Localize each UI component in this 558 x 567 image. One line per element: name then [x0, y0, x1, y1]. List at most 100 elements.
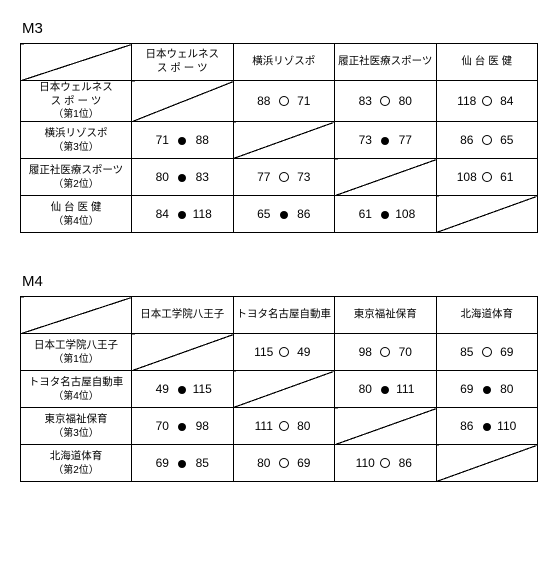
- score-right: 111: [392, 382, 418, 396]
- score-cell: 49 115: [132, 371, 234, 408]
- team-rank: （第1位）: [21, 353, 131, 366]
- row-header: 横浜リゾスポ（第3位）: [21, 122, 132, 159]
- score-left: 85: [454, 345, 480, 359]
- col-header: トヨタ名古屋自動車: [233, 297, 335, 334]
- score-right: 88: [189, 133, 215, 147]
- score-cell: 84118: [132, 196, 234, 233]
- score-left: 83: [352, 94, 378, 108]
- score-cell: 98 70: [335, 334, 437, 371]
- row-header: 仙 台 医 健（第4位）: [21, 196, 132, 233]
- score-right: 115: [189, 382, 215, 396]
- corner-cell: [21, 297, 132, 334]
- team-name: 北海道体育: [21, 450, 131, 464]
- team-rank: （第2位）: [21, 178, 131, 191]
- score-cell: 70 98: [132, 408, 234, 445]
- self-cell: [335, 159, 437, 196]
- team-rank: （第1位）: [21, 108, 131, 121]
- score-left: 73: [352, 133, 378, 147]
- loss-icon: [178, 423, 186, 431]
- score-right: 98: [189, 419, 215, 433]
- score-cell: 115 49: [233, 334, 335, 371]
- team-name: 仙 台 医 健: [21, 201, 131, 215]
- loss-icon: [381, 137, 389, 145]
- score-right: 61: [494, 170, 520, 184]
- row-header: 東京福祉保育（第3位）: [21, 408, 132, 445]
- col-header: 日本ウェルネスス ポ ー ツ: [132, 44, 234, 81]
- score-right: 65: [494, 133, 520, 147]
- win-icon: [482, 172, 492, 182]
- score-left: 49: [149, 382, 175, 396]
- loss-icon: [381, 211, 389, 219]
- loss-icon: [483, 386, 491, 394]
- score-cell: 8069: [233, 445, 335, 482]
- loss-icon: [280, 211, 288, 219]
- score-right: 83: [189, 170, 215, 184]
- score-cell: 77 73: [233, 159, 335, 196]
- win-icon: [279, 421, 289, 431]
- self-cell: [335, 408, 437, 445]
- score-cell: 8380: [335, 81, 437, 122]
- score-cell: 11086: [335, 445, 437, 482]
- results-table: 日本工学院八王子トヨタ名古屋自動車東京福祉保育北海道体育日本工学院八王子（第1位…: [20, 296, 538, 482]
- score-right: 86: [291, 207, 317, 221]
- score-right: 108: [392, 207, 418, 221]
- score-left: 86: [454, 419, 480, 433]
- loss-icon: [381, 386, 389, 394]
- win-icon: [279, 458, 289, 468]
- score-cell: 118 84: [436, 81, 538, 122]
- win-icon: [482, 135, 492, 145]
- self-cell: [436, 445, 538, 482]
- score-left: 98: [352, 345, 378, 359]
- score-left: 118: [454, 94, 480, 108]
- score-cell: 61 108: [335, 196, 437, 233]
- score-right: 49: [291, 345, 317, 359]
- loss-icon: [178, 211, 186, 219]
- score-left: 71: [149, 133, 175, 147]
- score-left: 84: [149, 207, 175, 221]
- col-header: 履正社医療スポーツ: [335, 44, 437, 81]
- score-left: 80: [149, 170, 175, 184]
- score-left: 108: [454, 170, 480, 184]
- win-icon: [482, 347, 492, 357]
- score-cell: 80111: [335, 371, 437, 408]
- score-left: 77: [251, 170, 277, 184]
- team-name: 履正社医療スポーツ: [21, 164, 131, 178]
- score-left: 61: [352, 207, 378, 221]
- score-cell: 6586: [233, 196, 335, 233]
- col-header: 北海道体育: [436, 297, 538, 334]
- loss-icon: [178, 137, 186, 145]
- team-name: 横浜リゾスポ: [21, 127, 131, 141]
- col-header: 東京福祉保育: [335, 297, 437, 334]
- loss-icon: [178, 386, 186, 394]
- win-icon: [279, 172, 289, 182]
- score-right: 84: [494, 94, 520, 108]
- score-cell: 8871: [233, 81, 335, 122]
- row-header: 履正社医療スポーツ（第2位）: [21, 159, 132, 196]
- section-title: M4: [22, 273, 538, 290]
- score-left: 86: [454, 133, 480, 147]
- team-rank: （第4位）: [21, 215, 131, 228]
- team-name: 日本ウェルネスス ポ ー ツ: [21, 81, 131, 108]
- score-right: 85: [189, 456, 215, 470]
- score-left: 111: [251, 419, 277, 433]
- score-left: 110: [352, 456, 378, 470]
- loss-icon: [178, 174, 186, 182]
- self-cell: [132, 334, 234, 371]
- score-right: 73: [291, 170, 317, 184]
- self-cell: [436, 196, 538, 233]
- score-cell: 86 110: [436, 408, 538, 445]
- score-left: 115: [251, 345, 277, 359]
- win-icon: [279, 347, 289, 357]
- score-left: 69: [149, 456, 175, 470]
- section-title: M3: [22, 20, 538, 37]
- score-right: 70: [392, 345, 418, 359]
- win-icon: [380, 96, 390, 106]
- score-right: 110: [494, 419, 520, 433]
- win-icon: [380, 458, 390, 468]
- results-table: 日本ウェルネスス ポ ー ツ横浜リゾスポ履正社医療スポーツ仙 台 医 健日本ウェ…: [20, 43, 538, 233]
- score-left: 70: [149, 419, 175, 433]
- score-right: 69: [494, 345, 520, 359]
- win-icon: [380, 347, 390, 357]
- score-cell: 7377: [335, 122, 437, 159]
- row-header: トヨタ名古屋自動車（第4位）: [21, 371, 132, 408]
